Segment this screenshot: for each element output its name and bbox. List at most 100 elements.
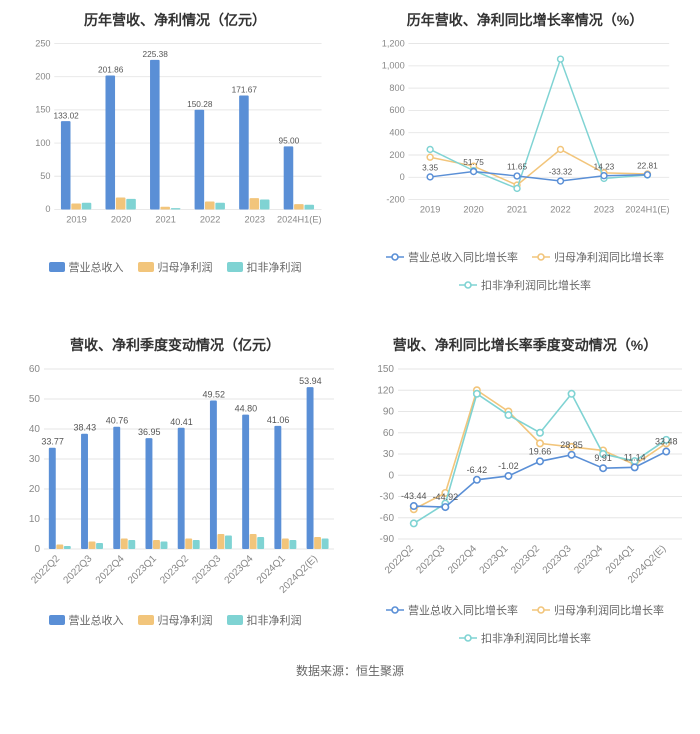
svg-text:11.65: 11.65 <box>507 163 527 172</box>
svg-text:-1.02: -1.02 <box>498 461 519 471</box>
svg-text:120: 120 <box>377 385 394 396</box>
svg-text:30: 30 <box>383 449 395 460</box>
svg-text:2023Q4: 2023Q4 <box>223 553 256 586</box>
svg-text:22.81: 22.81 <box>637 161 658 170</box>
chart-a: 050100150200250133.022019201.862020225.3… <box>8 38 342 250</box>
svg-text:2023: 2023 <box>594 204 614 214</box>
svg-text:40.41: 40.41 <box>170 417 193 427</box>
svg-text:-30: -30 <box>380 492 395 503</box>
panel-annual-revenue: 历年营收、净利情况（亿元） 050100150200250133.0220192… <box>0 0 350 325</box>
svg-text:2020: 2020 <box>463 204 483 214</box>
svg-text:2022Q2: 2022Q2 <box>383 543 416 576</box>
data-source-line: 数据来源：恒生聚源 <box>0 650 700 697</box>
legend-item: 扣非净利润 <box>227 612 302 628</box>
svg-text:90: 90 <box>383 407 395 418</box>
svg-text:-33.32: -33.32 <box>549 168 573 177</box>
svg-text:2020: 2020 <box>111 214 131 224</box>
svg-text:200: 200 <box>35 71 50 81</box>
chart-a-legend: 营业总收入归母净利润扣非净利润 <box>8 259 342 275</box>
svg-text:2023Q1: 2023Q1 <box>478 543 511 576</box>
svg-text:201.86: 201.86 <box>98 65 124 75</box>
svg-text:10: 10 <box>29 514 41 525</box>
svg-text:50: 50 <box>40 171 50 181</box>
svg-text:2022Q3: 2022Q3 <box>415 543 448 576</box>
svg-text:3.35: 3.35 <box>422 164 438 173</box>
svg-text:49.52: 49.52 <box>202 389 225 399</box>
svg-text:150: 150 <box>377 364 394 375</box>
chart-a-title: 历年营收、净利情况（亿元） <box>8 10 342 30</box>
chart-d: -90-60-300306090120150-43.44-44.92-6.42-… <box>358 363 692 593</box>
legend-item: 归母净利润同比增长率 <box>532 249 664 265</box>
svg-text:40: 40 <box>29 424 41 435</box>
panel-quarterly-growth: 营收、净利同比增长率季度变动情况（%） -90-60-3003060901201… <box>350 325 700 650</box>
svg-text:-90: -90 <box>380 534 395 545</box>
svg-text:2022Q4: 2022Q4 <box>446 543 479 576</box>
svg-text:53.94: 53.94 <box>299 376 322 386</box>
svg-text:-60: -60 <box>380 513 395 524</box>
panel-quarterly-revenue: 营收、净利季度变动情况（亿元） 0 10 20 30 40 50 60 33.77 2022Q2… <box>0 325 350 650</box>
svg-text:-6.42: -6.42 <box>467 465 488 475</box>
svg-text:200: 200 <box>389 150 404 160</box>
svg-text:20: 20 <box>29 484 41 495</box>
svg-text:2023: 2023 <box>244 214 264 224</box>
svg-text:-44.92: -44.92 <box>433 492 459 502</box>
svg-text:400: 400 <box>389 127 404 137</box>
svg-text:9.91: 9.91 <box>594 453 612 463</box>
svg-text:2022Q3: 2022Q3 <box>62 553 95 586</box>
svg-text:40.76: 40.76 <box>106 416 129 426</box>
svg-text:100: 100 <box>35 138 50 148</box>
svg-text:150.28: 150.28 <box>187 99 213 109</box>
svg-text:2023Q3: 2023Q3 <box>541 543 574 576</box>
svg-text:0: 0 <box>400 172 405 182</box>
svg-text:33.77: 33.77 <box>41 437 64 447</box>
chart-b-legend: 营业总收入同比增长率归母净利润同比增长率扣非净利润同比增长率 <box>358 249 692 293</box>
svg-text:30: 30 <box>29 454 41 465</box>
legend-item: 营业总收入同比增长率 <box>386 249 518 265</box>
svg-text:50: 50 <box>29 394 41 405</box>
svg-text:36.95: 36.95 <box>138 427 161 437</box>
chart-d-title: 营收、净利同比增长率季度变动情况（%） <box>358 335 692 355</box>
svg-text:1,000: 1,000 <box>382 61 405 71</box>
svg-text:44.80: 44.80 <box>235 404 258 414</box>
chart-d-legend: 营业总收入同比增长率归母净利润同比增长率扣非净利润同比增长率 <box>358 602 692 646</box>
dashboard-grid: 历年营收、净利情况（亿元） 050100150200250133.0220192… <box>0 0 700 650</box>
svg-text:51.75: 51.75 <box>463 158 484 167</box>
svg-text:2023Q2: 2023Q2 <box>158 553 191 586</box>
legend-item: 扣非净利润 <box>227 259 302 275</box>
svg-text:600: 600 <box>389 105 404 115</box>
chart-b-title: 历年营收、净利同比增长率情况（%） <box>358 10 692 30</box>
svg-text:2023Q4: 2023Q4 <box>572 543 605 576</box>
legend-item: 营业总收入同比增长率 <box>386 602 518 618</box>
svg-text:41.06: 41.06 <box>267 415 290 425</box>
legend-item: 归母净利润 <box>138 612 213 628</box>
svg-text:14.23: 14.23 <box>594 162 615 171</box>
svg-text:2021: 2021 <box>155 214 175 224</box>
svg-text:60: 60 <box>29 364 41 375</box>
legend-item: 营业总收入 <box>49 612 124 628</box>
svg-text:2023Q1: 2023Q1 <box>126 553 159 586</box>
legend-item: 归母净利润同比增长率 <box>532 602 664 618</box>
chart-c-legend: 营业总收入归母净利润扣非净利润 <box>8 612 342 628</box>
chart-c-title: 营收、净利季度变动情况（亿元） <box>8 335 342 355</box>
svg-text:19.66: 19.66 <box>529 446 552 456</box>
svg-text:-43.44: -43.44 <box>401 491 427 501</box>
svg-text:28.85: 28.85 <box>560 440 583 450</box>
svg-text:800: 800 <box>389 83 404 93</box>
svg-text:2022: 2022 <box>200 214 220 224</box>
svg-text:133.02: 133.02 <box>53 110 79 120</box>
svg-text:2023Q3: 2023Q3 <box>190 553 223 586</box>
svg-text:0: 0 <box>34 544 40 555</box>
svg-text:11.14: 11.14 <box>624 452 646 462</box>
svg-text:250: 250 <box>35 38 50 48</box>
svg-text:2024H1(E): 2024H1(E) <box>625 204 669 214</box>
svg-text:2019: 2019 <box>420 204 440 214</box>
legend-item: 归母净利润 <box>138 259 213 275</box>
svg-text:2024H1(E): 2024H1(E) <box>277 214 322 224</box>
svg-text:-200: -200 <box>386 194 404 204</box>
chart-c: 010203040506033.772022Q238.432022Q340.76… <box>8 363 342 603</box>
legend-item: 扣非净利润同比增长率 <box>459 277 591 293</box>
panel-annual-growth: 历年营收、净利同比增长率情况（%） -200 0 200 400 600 800 1,000… <box>350 0 700 325</box>
legend-item: 扣非净利润同比增长率 <box>459 630 591 646</box>
svg-text:2022Q2: 2022Q2 <box>29 553 62 586</box>
svg-text:33.48: 33.48 <box>655 437 678 447</box>
